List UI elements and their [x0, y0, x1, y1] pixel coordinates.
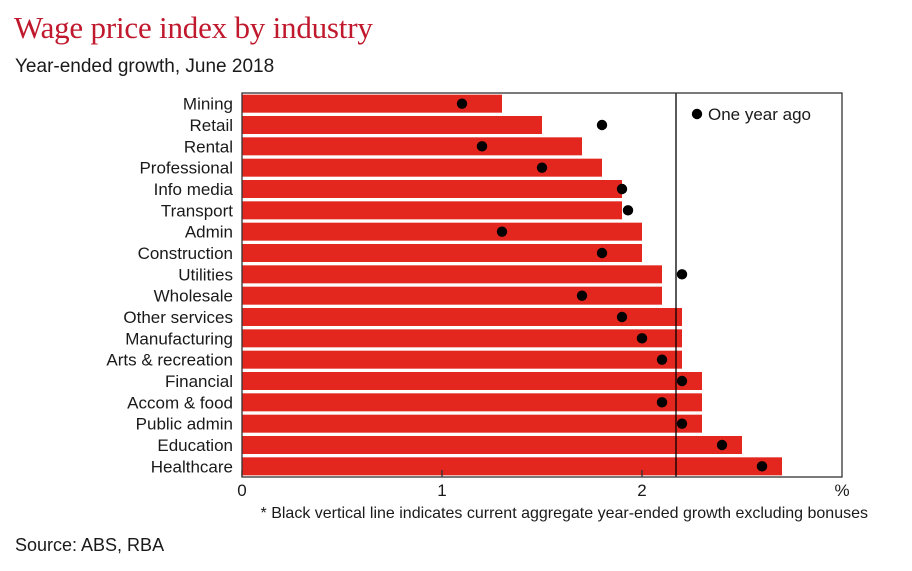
category-label: Accom & food	[127, 393, 233, 412]
bar	[242, 393, 702, 412]
chart-source: Source: ABS, RBA	[15, 535, 165, 555]
one-year-ago-dot	[636, 333, 648, 344]
chart-subtitle: Year-ended growth, June 2018	[15, 56, 275, 77]
bar	[242, 265, 662, 284]
bar	[242, 244, 642, 262]
x-tick-label: 2	[637, 481, 646, 500]
category-label: Mining	[183, 95, 233, 114]
category-label: Admin	[185, 223, 233, 242]
one-year-ago-dot	[676, 269, 688, 280]
bar	[242, 286, 662, 305]
one-year-ago-dot	[576, 290, 588, 301]
category-label: Financial	[165, 372, 233, 391]
category-label: Wholesale	[154, 287, 233, 306]
category-label: Info media	[154, 180, 234, 199]
category-label: Manufacturing	[125, 329, 233, 348]
category-label: Professional	[139, 159, 233, 178]
bar	[242, 158, 602, 177]
x-tick-label: 0	[237, 481, 246, 500]
bar	[242, 180, 622, 198]
category-label: Construction	[138, 244, 233, 263]
x-tick-label: 1	[437, 481, 446, 500]
category-label: Transport	[161, 201, 233, 220]
bar	[242, 436, 742, 454]
bar	[242, 94, 502, 113]
bar	[242, 137, 582, 156]
bar	[242, 372, 702, 390]
one-year-ago-dot	[756, 461, 768, 472]
bar	[242, 116, 542, 134]
legend-label: One year ago	[708, 105, 811, 124]
one-year-ago-dot	[616, 183, 628, 195]
category-label: Other services	[123, 308, 233, 327]
one-year-ago-dot	[616, 311, 628, 323]
category-label: Arts & recreation	[106, 351, 233, 370]
chart-title: Wage price index by industry	[14, 10, 373, 45]
bar	[242, 457, 782, 476]
category-label: Public admin	[136, 415, 233, 434]
category-label: Retail	[190, 116, 233, 135]
one-year-ago-dot	[536, 162, 548, 173]
one-year-ago-dot	[496, 226, 508, 237]
plot-frame	[241, 92, 843, 478]
bar	[242, 350, 682, 369]
one-year-ago-dot	[676, 375, 688, 387]
bar	[242, 201, 622, 220]
one-year-ago-dot	[476, 141, 488, 152]
one-year-ago-dot	[676, 418, 688, 429]
bar	[242, 414, 702, 433]
one-year-ago-dot	[456, 98, 468, 109]
bar	[242, 222, 642, 241]
one-year-ago-dot	[596, 247, 608, 259]
category-label: Rental	[184, 137, 233, 156]
chart-footnote: * Black vertical line indicates current …	[260, 505, 868, 522]
legend-dot-icon	[691, 108, 703, 120]
one-year-ago-dot	[596, 119, 608, 131]
one-year-ago-dot	[656, 354, 668, 365]
category-label: Utilities	[178, 265, 233, 284]
x-unit-label: %	[834, 481, 849, 500]
category-label: Healthcare	[151, 457, 233, 476]
one-year-ago-dot	[656, 397, 668, 408]
bar	[242, 308, 682, 326]
one-year-ago-dot	[716, 439, 728, 451]
category-label: Education	[157, 436, 233, 455]
one-year-ago-dot	[622, 205, 634, 216]
bar	[242, 329, 682, 348]
